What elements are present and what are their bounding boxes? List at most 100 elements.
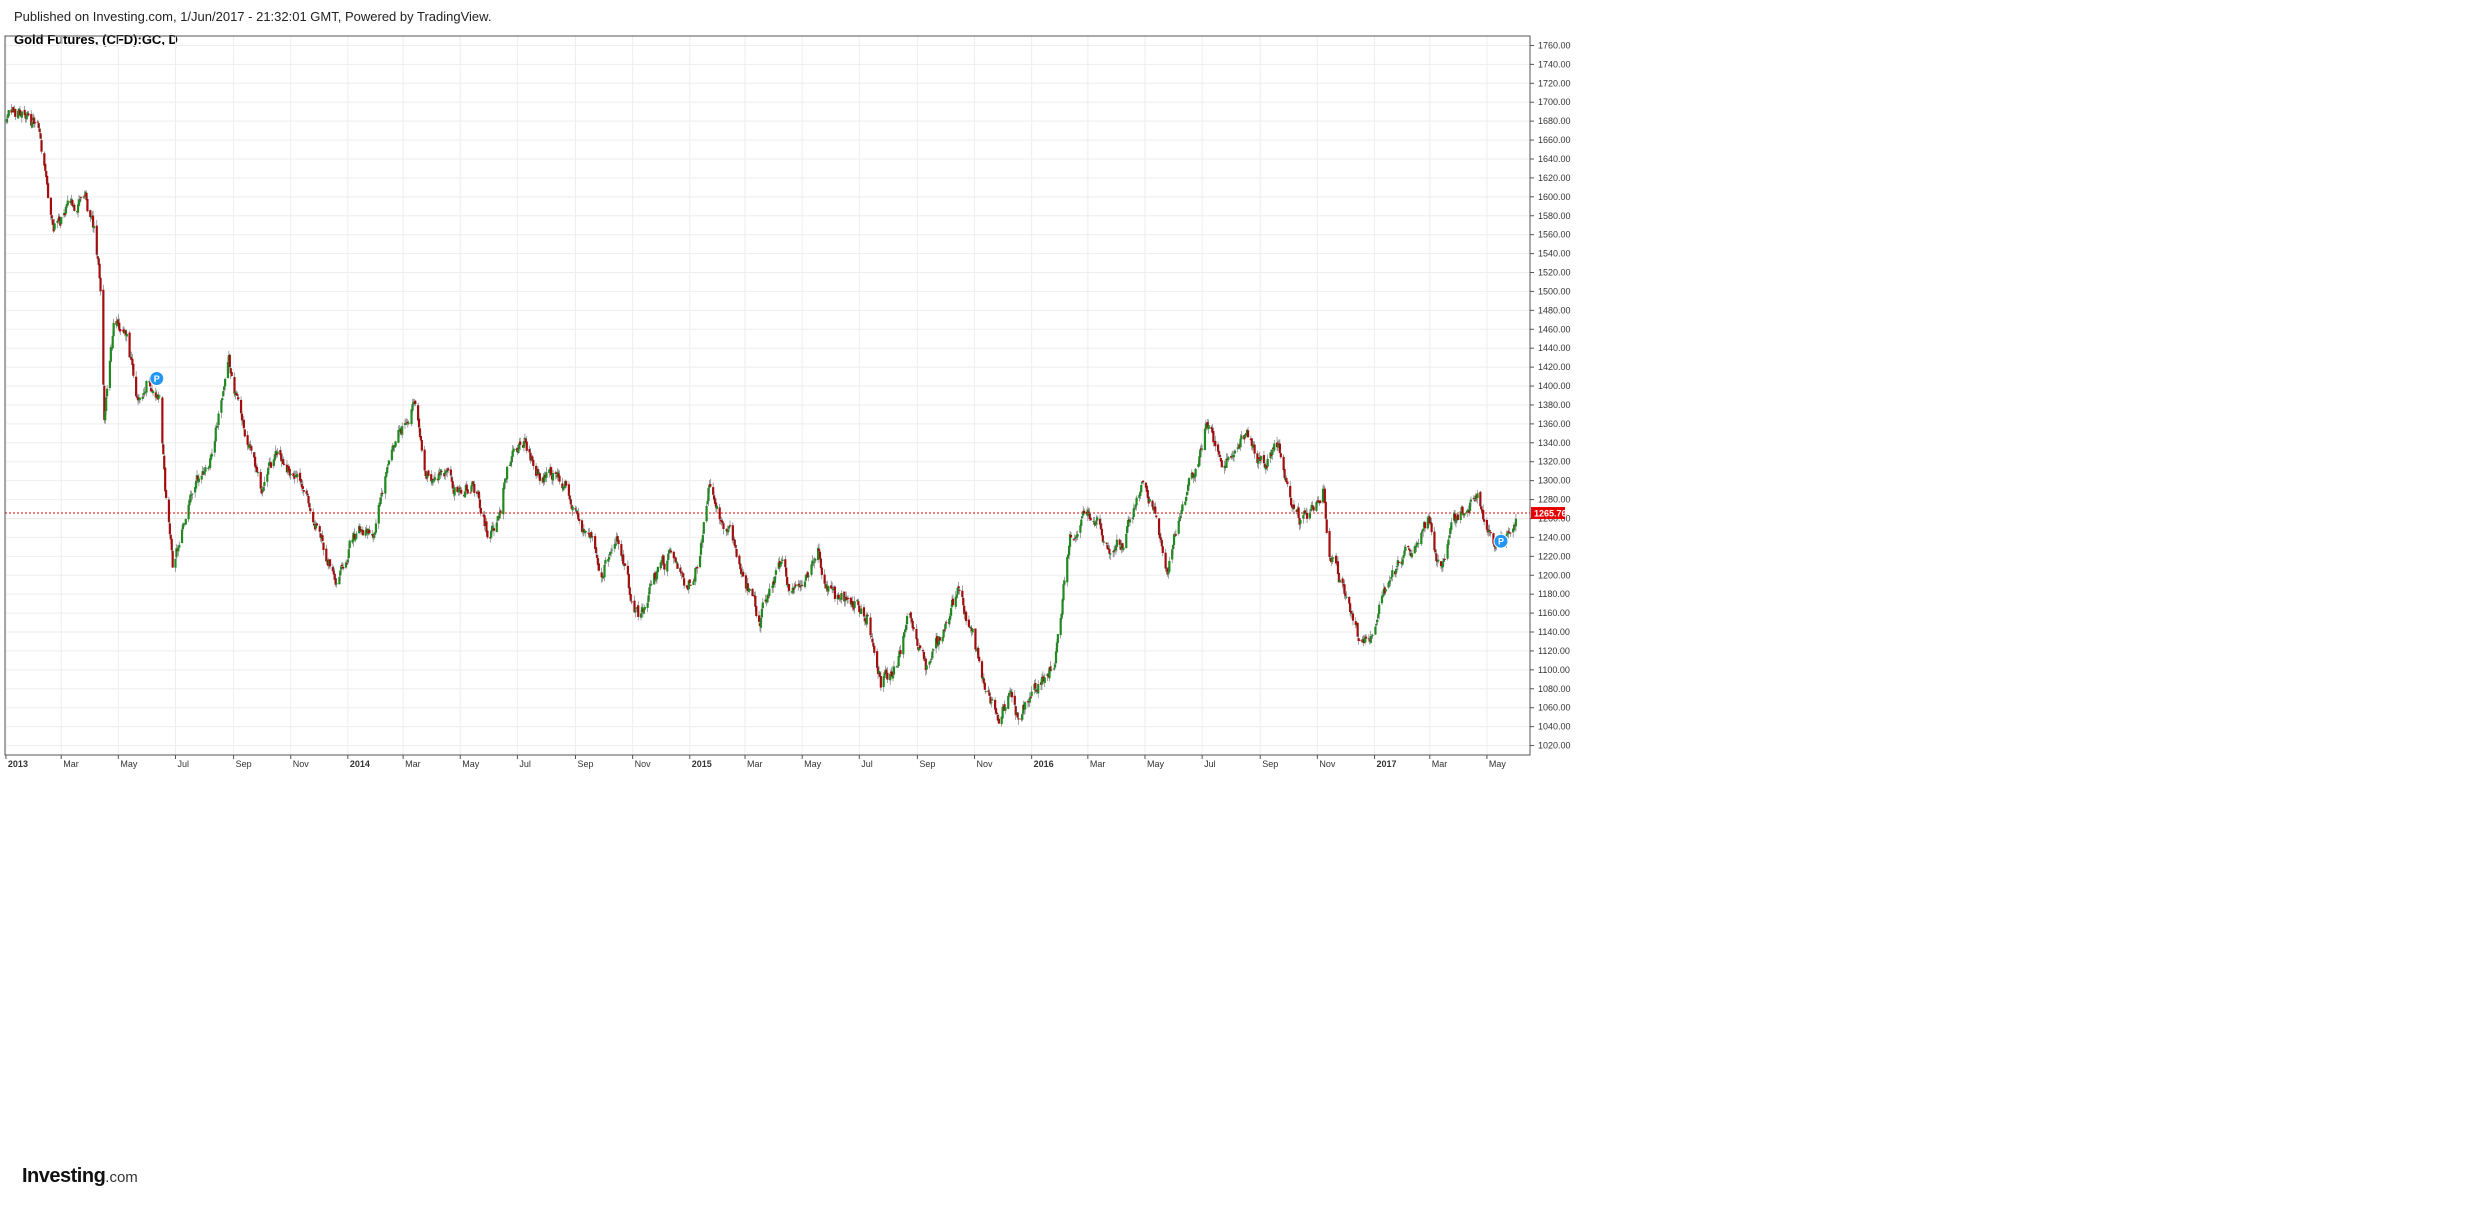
- candle[interactable]: [1132, 503, 1135, 520]
- candle[interactable]: [1203, 427, 1207, 451]
- candle[interactable]: [1107, 542, 1110, 550]
- candle[interactable]: [1232, 453, 1236, 462]
- candle[interactable]: [5, 116, 8, 125]
- candle[interactable]: [709, 478, 712, 487]
- candle[interactable]: [71, 198, 74, 207]
- candle[interactable]: [634, 605, 637, 618]
- candle[interactable]: [958, 587, 961, 595]
- candle[interactable]: [1066, 555, 1069, 587]
- candle[interactable]: [1357, 632, 1360, 645]
- candle[interactable]: [712, 482, 715, 497]
- candle[interactable]: [676, 561, 679, 569]
- candle[interactable]: [1310, 501, 1313, 512]
- candle[interactable]: [1453, 510, 1457, 526]
- candle[interactable]: [1469, 496, 1473, 507]
- candle[interactable]: [1402, 554, 1405, 563]
- candle[interactable]: [1173, 531, 1177, 537]
- candle[interactable]: [414, 399, 417, 407]
- candle[interactable]: [1389, 579, 1392, 587]
- candle[interactable]: [617, 538, 620, 550]
- candle[interactable]: [228, 353, 231, 370]
- candle[interactable]: [858, 604, 861, 618]
- candle[interactable]: [1514, 513, 1518, 532]
- candle[interactable]: [379, 497, 382, 507]
- candle[interactable]: [849, 596, 852, 608]
- candle[interactable]: [1004, 705, 1007, 715]
- candle[interactable]: [1079, 523, 1082, 539]
- candle[interactable]: [622, 550, 625, 566]
- candle[interactable]: [486, 528, 489, 540]
- publication-marker[interactable]: P: [1493, 533, 1509, 549]
- candle[interactable]: [1437, 554, 1440, 564]
- candle[interactable]: [268, 457, 271, 470]
- candle[interactable]: [1380, 591, 1384, 606]
- candle[interactable]: [558, 470, 561, 485]
- candle[interactable]: [1096, 515, 1099, 526]
- candle[interactable]: [827, 585, 830, 595]
- candle[interactable]: [255, 463, 259, 473]
- candle[interactable]: [321, 530, 324, 542]
- candle[interactable]: [58, 214, 61, 223]
- candle[interactable]: [689, 584, 692, 587]
- candle[interactable]: [398, 424, 401, 438]
- candle[interactable]: [766, 593, 769, 604]
- candle[interactable]: [1401, 557, 1404, 567]
- candle[interactable]: [1439, 560, 1443, 570]
- candle[interactable]: [649, 580, 652, 592]
- candle[interactable]: [104, 410, 107, 425]
- candle[interactable]: [1227, 455, 1230, 462]
- candle[interactable]: [1308, 509, 1311, 521]
- candle[interactable]: [256, 468, 260, 477]
- candle[interactable]: [85, 190, 88, 201]
- candle[interactable]: [840, 590, 843, 604]
- candle[interactable]: [1122, 544, 1125, 552]
- candle[interactable]: [1194, 468, 1197, 482]
- candle[interactable]: [1172, 544, 1175, 555]
- candle[interactable]: [816, 544, 820, 563]
- candles[interactable]: [5, 104, 1518, 727]
- candle[interactable]: [977, 645, 980, 659]
- candle[interactable]: [1417, 538, 1420, 549]
- candle[interactable]: [656, 566, 660, 576]
- candle[interactable]: [106, 385, 109, 399]
- candle[interactable]: [82, 196, 85, 199]
- candle[interactable]: [374, 519, 378, 535]
- candle[interactable]: [624, 563, 627, 567]
- candle[interactable]: [781, 555, 784, 562]
- candle[interactable]: [1286, 480, 1289, 488]
- candle[interactable]: [683, 573, 686, 589]
- candle[interactable]: [597, 559, 600, 572]
- candle[interactable]: [1396, 556, 1400, 571]
- candle[interactable]: [1421, 530, 1424, 539]
- candle[interactable]: [679, 564, 682, 576]
- candle[interactable]: [1109, 552, 1112, 561]
- candle[interactable]: [591, 534, 594, 542]
- candle[interactable]: [401, 422, 404, 439]
- candle[interactable]: [20, 110, 23, 123]
- candle[interactable]: [73, 202, 76, 212]
- candle[interactable]: [797, 579, 800, 591]
- candle[interactable]: [600, 567, 603, 583]
- candle[interactable]: [171, 545, 174, 569]
- candle[interactable]: [237, 395, 240, 402]
- candle[interactable]: [669, 548, 673, 555]
- candle[interactable]: [1086, 506, 1089, 521]
- candle[interactable]: [1068, 545, 1071, 560]
- candle[interactable]: [967, 615, 970, 628]
- candle[interactable]: [1030, 686, 1033, 699]
- candle[interactable]: [1127, 515, 1130, 532]
- candle[interactable]: [411, 398, 414, 414]
- candle[interactable]: [89, 209, 92, 223]
- candle[interactable]: [1324, 498, 1327, 520]
- candle[interactable]: [1336, 556, 1340, 575]
- candle[interactable]: [322, 542, 325, 556]
- candle[interactable]: [1225, 453, 1228, 468]
- candle[interactable]: [1463, 513, 1466, 518]
- candle[interactable]: [1007, 695, 1010, 710]
- candle[interactable]: [650, 580, 653, 585]
- candle[interactable]: [492, 524, 496, 536]
- publication-markers[interactable]: PP: [149, 370, 1509, 549]
- candle[interactable]: [1404, 544, 1407, 554]
- candle[interactable]: [334, 574, 337, 587]
- candle[interactable]: [925, 660, 928, 675]
